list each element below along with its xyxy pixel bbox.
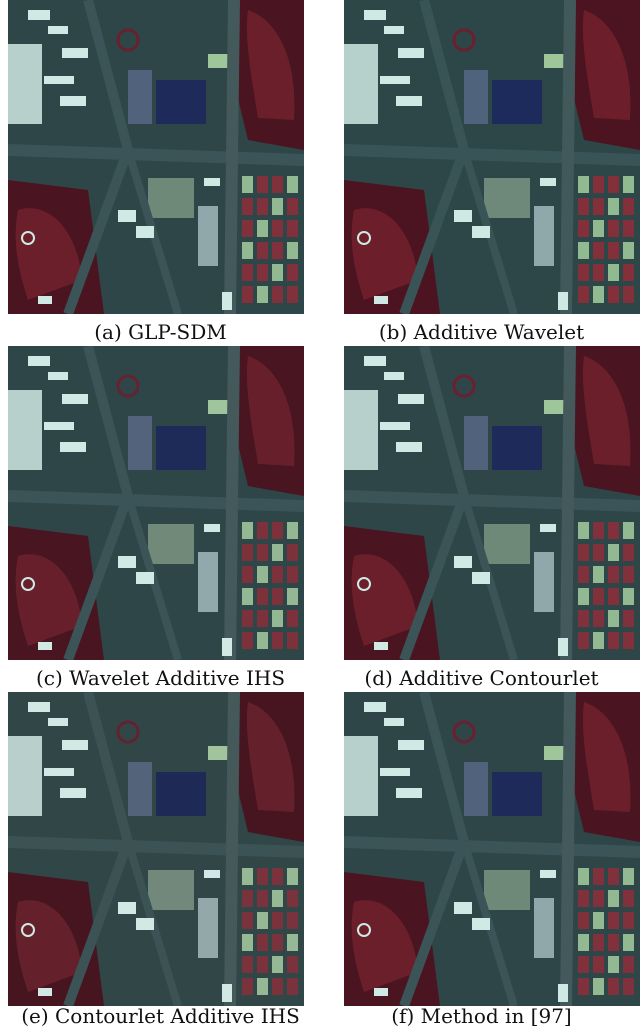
panel-a-image — [8, 0, 304, 314]
panel-b-image — [344, 0, 640, 314]
panel-d-image — [344, 346, 640, 660]
caption-e: (e) Contourlet Additive IHS — [21, 1004, 300, 1028]
caption-d: (d) Additive Contourlet — [364, 666, 599, 690]
caption-c: (c) Wavelet Additive IHS — [35, 666, 286, 690]
panel-e-image — [8, 692, 304, 1006]
panel-c-image — [8, 346, 304, 660]
caption-f: (f) Method in [97] — [391, 1004, 572, 1028]
caption-b: (b) Additive Wavelet — [378, 320, 585, 344]
caption-a: (a) GLP-SDM — [94, 320, 227, 344]
panel-f-image — [344, 692, 640, 1006]
